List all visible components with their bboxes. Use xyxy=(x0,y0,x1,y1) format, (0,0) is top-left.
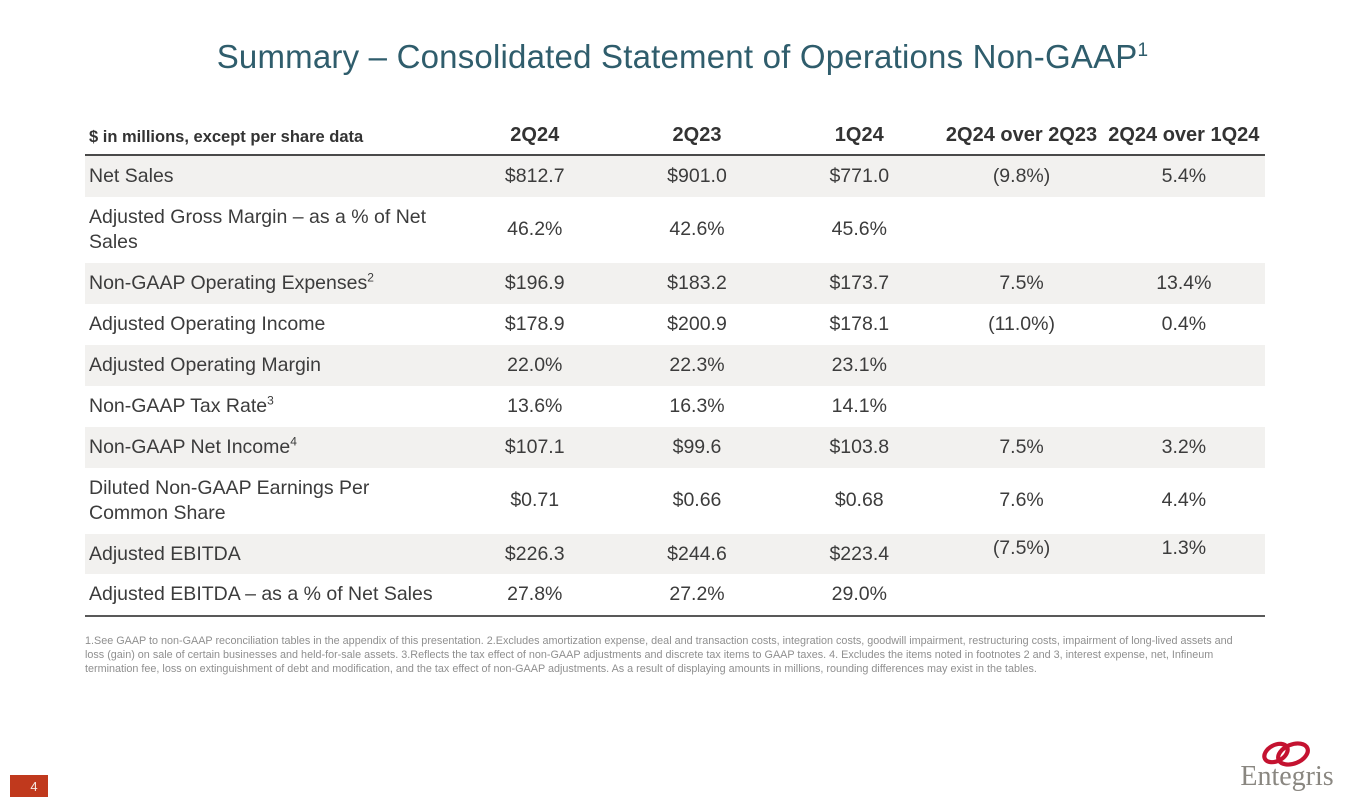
cell xyxy=(1103,386,1265,427)
cell xyxy=(1103,197,1265,263)
cell: $183.2 xyxy=(667,271,727,294)
page-number-badge: 4 xyxy=(10,775,48,797)
footnotes-text: 1.See GAAP to non-GAAP reconciliation ta… xyxy=(85,635,1233,675)
cell: $107.1 xyxy=(504,435,565,458)
cell: $178.9 xyxy=(504,312,565,335)
cell xyxy=(1102,574,1265,618)
cell: $812.7 xyxy=(504,164,565,187)
table-row-non-gaap-tax-rate: Non-GAAP Tax Rate3 13.6% 16.3% 14.1% xyxy=(85,386,1265,427)
cell: 7.5% xyxy=(999,271,1044,294)
logo-wordmark: Entegris xyxy=(1240,761,1333,792)
cell: 27.2% xyxy=(615,574,779,618)
cell xyxy=(940,574,1103,618)
cell: 42.6% xyxy=(669,218,725,241)
row-label: Adjusted EBITDA xyxy=(89,542,241,565)
cell: 29.0% xyxy=(778,574,941,618)
row-label: Non-GAAP Operating Expenses2 xyxy=(89,270,374,294)
table-row-non-gaap-net-income: Non-GAAP Net Income4 $107.1 $99.6 $103.8… xyxy=(85,426,1265,468)
slide-title-footnote-ref: 1 xyxy=(1137,40,1149,61)
cell: $99.6 xyxy=(672,435,722,458)
cell: 1.3% xyxy=(1161,536,1207,559)
table-row-diluted-non-gaap-eps: Diluted Non-GAAP Earnings Per Common Sha… xyxy=(85,468,1265,534)
row-label: Adjusted EBITDA – as a % of Net Sales xyxy=(85,574,454,618)
cell: 22.0% xyxy=(507,353,563,376)
column-header-2q24-over-2q23: 2Q24 over 2Q23 xyxy=(940,120,1103,156)
cell: $196.9 xyxy=(504,271,565,294)
cell xyxy=(940,386,1102,427)
cell: 14.1% xyxy=(831,394,887,417)
row-label: Adjusted Operating Margin xyxy=(89,353,321,376)
cell: 45.6% xyxy=(831,218,887,241)
cell: $226.3 xyxy=(504,542,565,565)
cell: 13.6% xyxy=(507,394,563,417)
cell: 5.4% xyxy=(1161,164,1207,187)
row-label: Adjusted Gross Margin – as a % of Net Sa… xyxy=(89,205,427,253)
cell: 7.5% xyxy=(999,435,1044,458)
cell: $103.8 xyxy=(829,435,890,458)
table-row-adjusted-ebitda-pct: Adjusted EBITDA – as a % of Net Sales 27… xyxy=(85,574,1265,618)
logo-rings-icon: Entegris xyxy=(1240,741,1334,792)
row-label: Net Sales xyxy=(89,165,174,187)
cell: 16.3% xyxy=(669,394,725,417)
column-header-2q24: 2Q24 xyxy=(453,120,616,156)
table-row-adjusted-ebitda: Adjusted EBITDA $226.3 $244.6 $223.4 (7.… xyxy=(85,533,1265,575)
column-header-units: $ in millions, except per share data xyxy=(85,120,454,156)
table-row-adjusted-operating-income: Adjusted Operating Income $178.9 $200.9 … xyxy=(85,304,1265,345)
cell: $0.68 xyxy=(834,489,884,512)
cell: (11.0%) xyxy=(988,312,1055,335)
slide-title-text: Summary – Consolidated Statement of Oper… xyxy=(216,38,1138,75)
entegris-logo: Entegris xyxy=(1227,740,1347,792)
cell: $223.4 xyxy=(829,542,890,565)
cell: 13.4% xyxy=(1156,271,1212,294)
cell: $173.7 xyxy=(829,271,890,294)
cell xyxy=(940,197,1102,263)
cell: 22.3% xyxy=(669,353,725,376)
row-label: Adjusted Operating Income xyxy=(89,312,326,335)
cell: $0.71 xyxy=(510,489,560,512)
cell: 0.4% xyxy=(1161,312,1207,335)
cell: $178.1 xyxy=(829,312,890,335)
cell: 27.8% xyxy=(453,574,616,618)
cell: 4.4% xyxy=(1161,489,1207,512)
column-header-1q24: 1Q24 xyxy=(778,120,941,156)
table-row-net-sales: Net Sales $812.7 $901.0 $771.0 (9.8%) 5.… xyxy=(85,155,1265,197)
table-header-row: $ in millions, except per share data 2Q2… xyxy=(85,120,1265,156)
cell: 3.2% xyxy=(1161,435,1207,458)
cell xyxy=(1103,345,1265,386)
cell: 23.1% xyxy=(831,353,887,376)
table-row-adjusted-gross-margin: Adjusted Gross Margin – as a % of Net Sa… xyxy=(85,197,1265,263)
column-header-2q24-over-1q24: 2Q24 over 1Q24 xyxy=(1102,120,1265,156)
cell xyxy=(940,345,1102,386)
cell: $0.66 xyxy=(672,489,722,512)
row-label: Non-GAAP Net Income4 xyxy=(89,434,297,458)
column-header-2q23: 2Q23 xyxy=(615,120,779,156)
table-row-adjusted-operating-margin: Adjusted Operating Margin 22.0% 22.3% 23… xyxy=(85,344,1265,386)
cell: (9.8%) xyxy=(992,164,1051,187)
cell: $771.0 xyxy=(829,164,890,187)
cell: 7.6% xyxy=(999,489,1044,512)
financials-table: $ in millions, except per share data 2Q2… xyxy=(85,120,1265,618)
cell: (7.5%) xyxy=(992,536,1051,559)
cell: $200.9 xyxy=(667,312,727,335)
slide-title: Summary – Consolidated Statement of Oper… xyxy=(0,38,1365,76)
cell: $244.6 xyxy=(667,542,727,565)
row-label: Non-GAAP Tax Rate3 xyxy=(89,393,274,417)
table-row-non-gaap-operating-expenses: Non-GAAP Operating Expenses2 $196.9 $183… xyxy=(85,262,1265,304)
row-label: Diluted Non-GAAP Earnings Per Common Sha… xyxy=(89,476,370,524)
cell: $901.0 xyxy=(667,164,727,187)
cell: 46.2% xyxy=(507,218,563,241)
